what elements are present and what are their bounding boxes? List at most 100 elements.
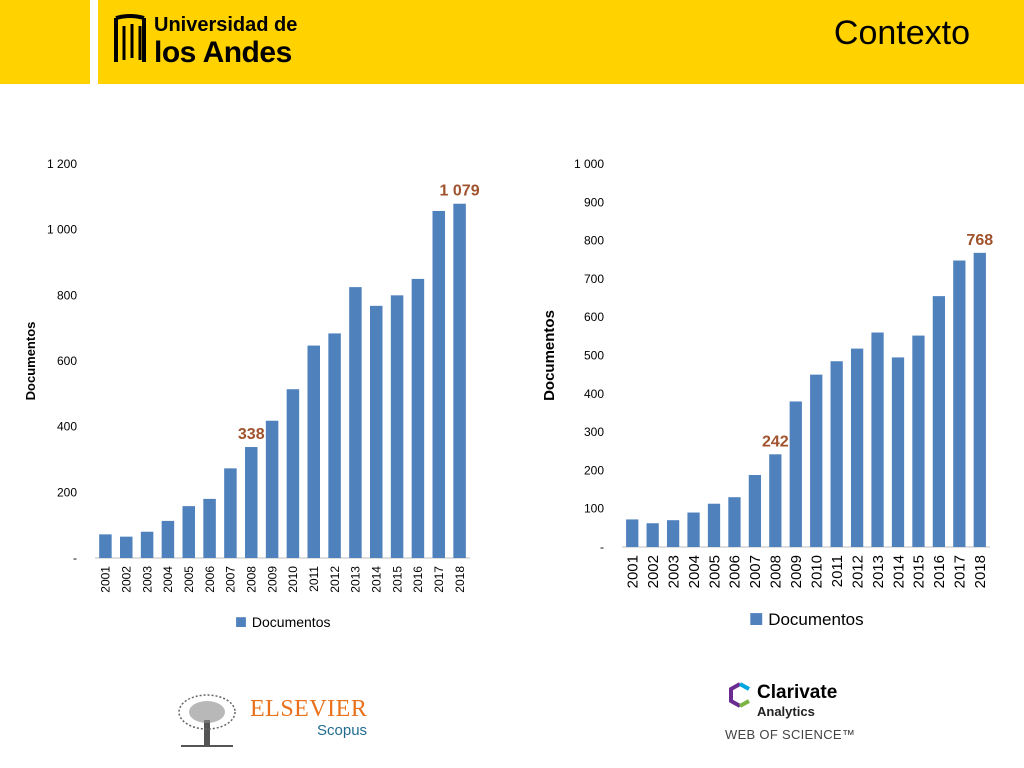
x-tick-label: 2004 [161, 566, 175, 593]
elsevier-logo: ELSEVIER Scopus [175, 692, 385, 752]
y-tick-label: 200 [584, 463, 604, 477]
bar-2008 [769, 454, 782, 547]
x-tick-label: 2001 [624, 555, 641, 588]
data-label: 768 [966, 232, 993, 249]
bar-2001 [626, 519, 639, 547]
elsevier-tree-icon [178, 694, 236, 747]
x-tick-label: 2003 [140, 566, 154, 593]
clarivate-mark-icon [729, 682, 750, 708]
x-tick-label: 2006 [203, 566, 217, 593]
scopus-wordmark: Scopus [317, 722, 368, 739]
bar-2005 [707, 503, 721, 547]
bar-2015 [912, 335, 925, 547]
y-tick-label: 600 [57, 354, 77, 368]
x-tick-label: 2012 [328, 566, 342, 593]
x-tick-label: 2006 [727, 555, 744, 588]
bar-2013 [871, 332, 884, 547]
university-logo: Universidad de los Andes [110, 12, 310, 72]
legend-label: Documentos [252, 614, 331, 630]
bar-2007 [224, 468, 237, 558]
bar-2002 [120, 536, 133, 558]
x-tick-label: 2015 [390, 566, 404, 593]
x-tick-label: 2014 [369, 566, 383, 593]
x-tick-label: 2004 [686, 555, 703, 588]
bar-2003 [666, 520, 680, 547]
logo-line2: los Andes [154, 36, 292, 69]
bar-2009 [789, 401, 802, 547]
x-tick-label: 2009 [265, 566, 279, 593]
bar-2004 [161, 520, 175, 558]
y-tick-label: 300 [584, 425, 604, 439]
y-tick-label: 200 [57, 485, 77, 499]
data-label: 338 [238, 426, 265, 443]
y-tick-label: 900 [584, 195, 604, 209]
bar-2007 [748, 474, 762, 547]
bar-2012 [850, 348, 864, 547]
x-tick-label: 2002 [119, 566, 133, 593]
y-tick-label: - [73, 551, 77, 565]
bar-2002 [646, 523, 659, 547]
x-tick-label: 2013 [349, 566, 363, 593]
x-tick-label: 2003 [665, 555, 682, 588]
legend-swatch [236, 617, 246, 627]
bar-2016 [932, 296, 946, 547]
bar-2001 [99, 534, 112, 558]
bar-2006 [203, 498, 216, 558]
header-bar: Universidad de los Andes Contexto [0, 0, 1024, 84]
x-tick-label: 2017 [432, 566, 446, 593]
y-tick-label: 600 [584, 310, 604, 324]
clarivate-sub: Analytics [757, 704, 815, 719]
bar-2011 [307, 345, 320, 558]
header-divider [90, 0, 98, 84]
scopus-chart: - 200 400 600 800 1 000 1 200 Documentos 2001 200… [23, 157, 480, 630]
logo-line1: Universidad de [154, 14, 298, 36]
bar-2006 [728, 497, 741, 547]
x-tick-label: 2010 [808, 555, 825, 588]
x-tick-label: 2016 [411, 566, 425, 593]
wos-chart: - 100 200 300 400 500 600 700 800 900 1 000 Documen… [541, 157, 993, 629]
x-tick-label: 2018 [453, 566, 467, 593]
y-tick-label: 700 [584, 272, 604, 286]
bar-2004 [687, 512, 700, 547]
bar-2012 [328, 333, 341, 558]
y-axis-title: Documentos [541, 310, 558, 401]
elsevier-wordmark: ELSEVIER [250, 696, 368, 722]
y-tick-label: 100 [584, 502, 604, 516]
bar-2014 [370, 305, 383, 558]
y-tick-label: 1 000 [47, 223, 77, 237]
y-axis-title: Documentos [23, 322, 38, 401]
x-tick-label: 2007 [747, 555, 764, 588]
bar-2017 [432, 210, 445, 558]
x-tick-label: 2008 [768, 555, 785, 588]
web-of-science-wordmark: WEB OF SCIENCE™ [725, 727, 856, 742]
bar-2013 [349, 287, 362, 558]
x-tick-label: 2016 [931, 555, 948, 588]
header-left-block [0, 0, 90, 84]
x-tick-label: 2009 [788, 555, 805, 588]
bar-2015 [390, 295, 404, 558]
x-tick-label: 2015 [911, 555, 928, 588]
y-tick-label: 800 [57, 288, 77, 302]
bar-2010 [810, 374, 823, 547]
university-crest-icon [114, 14, 146, 62]
bar-2011 [830, 361, 843, 547]
x-tick-label: 2011 [829, 555, 846, 587]
y-tick-label: 400 [57, 420, 77, 434]
y-tick-label: 800 [584, 234, 604, 248]
x-tick-label: 2007 [224, 566, 238, 593]
x-tick-label: 2013 [870, 555, 887, 588]
legend-swatch [750, 613, 763, 625]
bar-2010 [286, 389, 300, 558]
x-tick-label: 2017 [952, 555, 969, 588]
x-tick-label: 2010 [286, 566, 300, 593]
x-tick-label: 2011 [307, 566, 321, 592]
bar-2008 [245, 447, 258, 558]
page-title: Contexto [833, 14, 970, 52]
y-tick-label: 500 [584, 349, 604, 363]
x-tick-label: 2014 [890, 555, 907, 588]
x-tick-label: 2012 [849, 555, 866, 588]
data-label: 1 079 [440, 183, 480, 200]
data-label: 242 [762, 433, 789, 450]
bar-2018 [973, 252, 986, 547]
bar-2003 [140, 531, 154, 558]
